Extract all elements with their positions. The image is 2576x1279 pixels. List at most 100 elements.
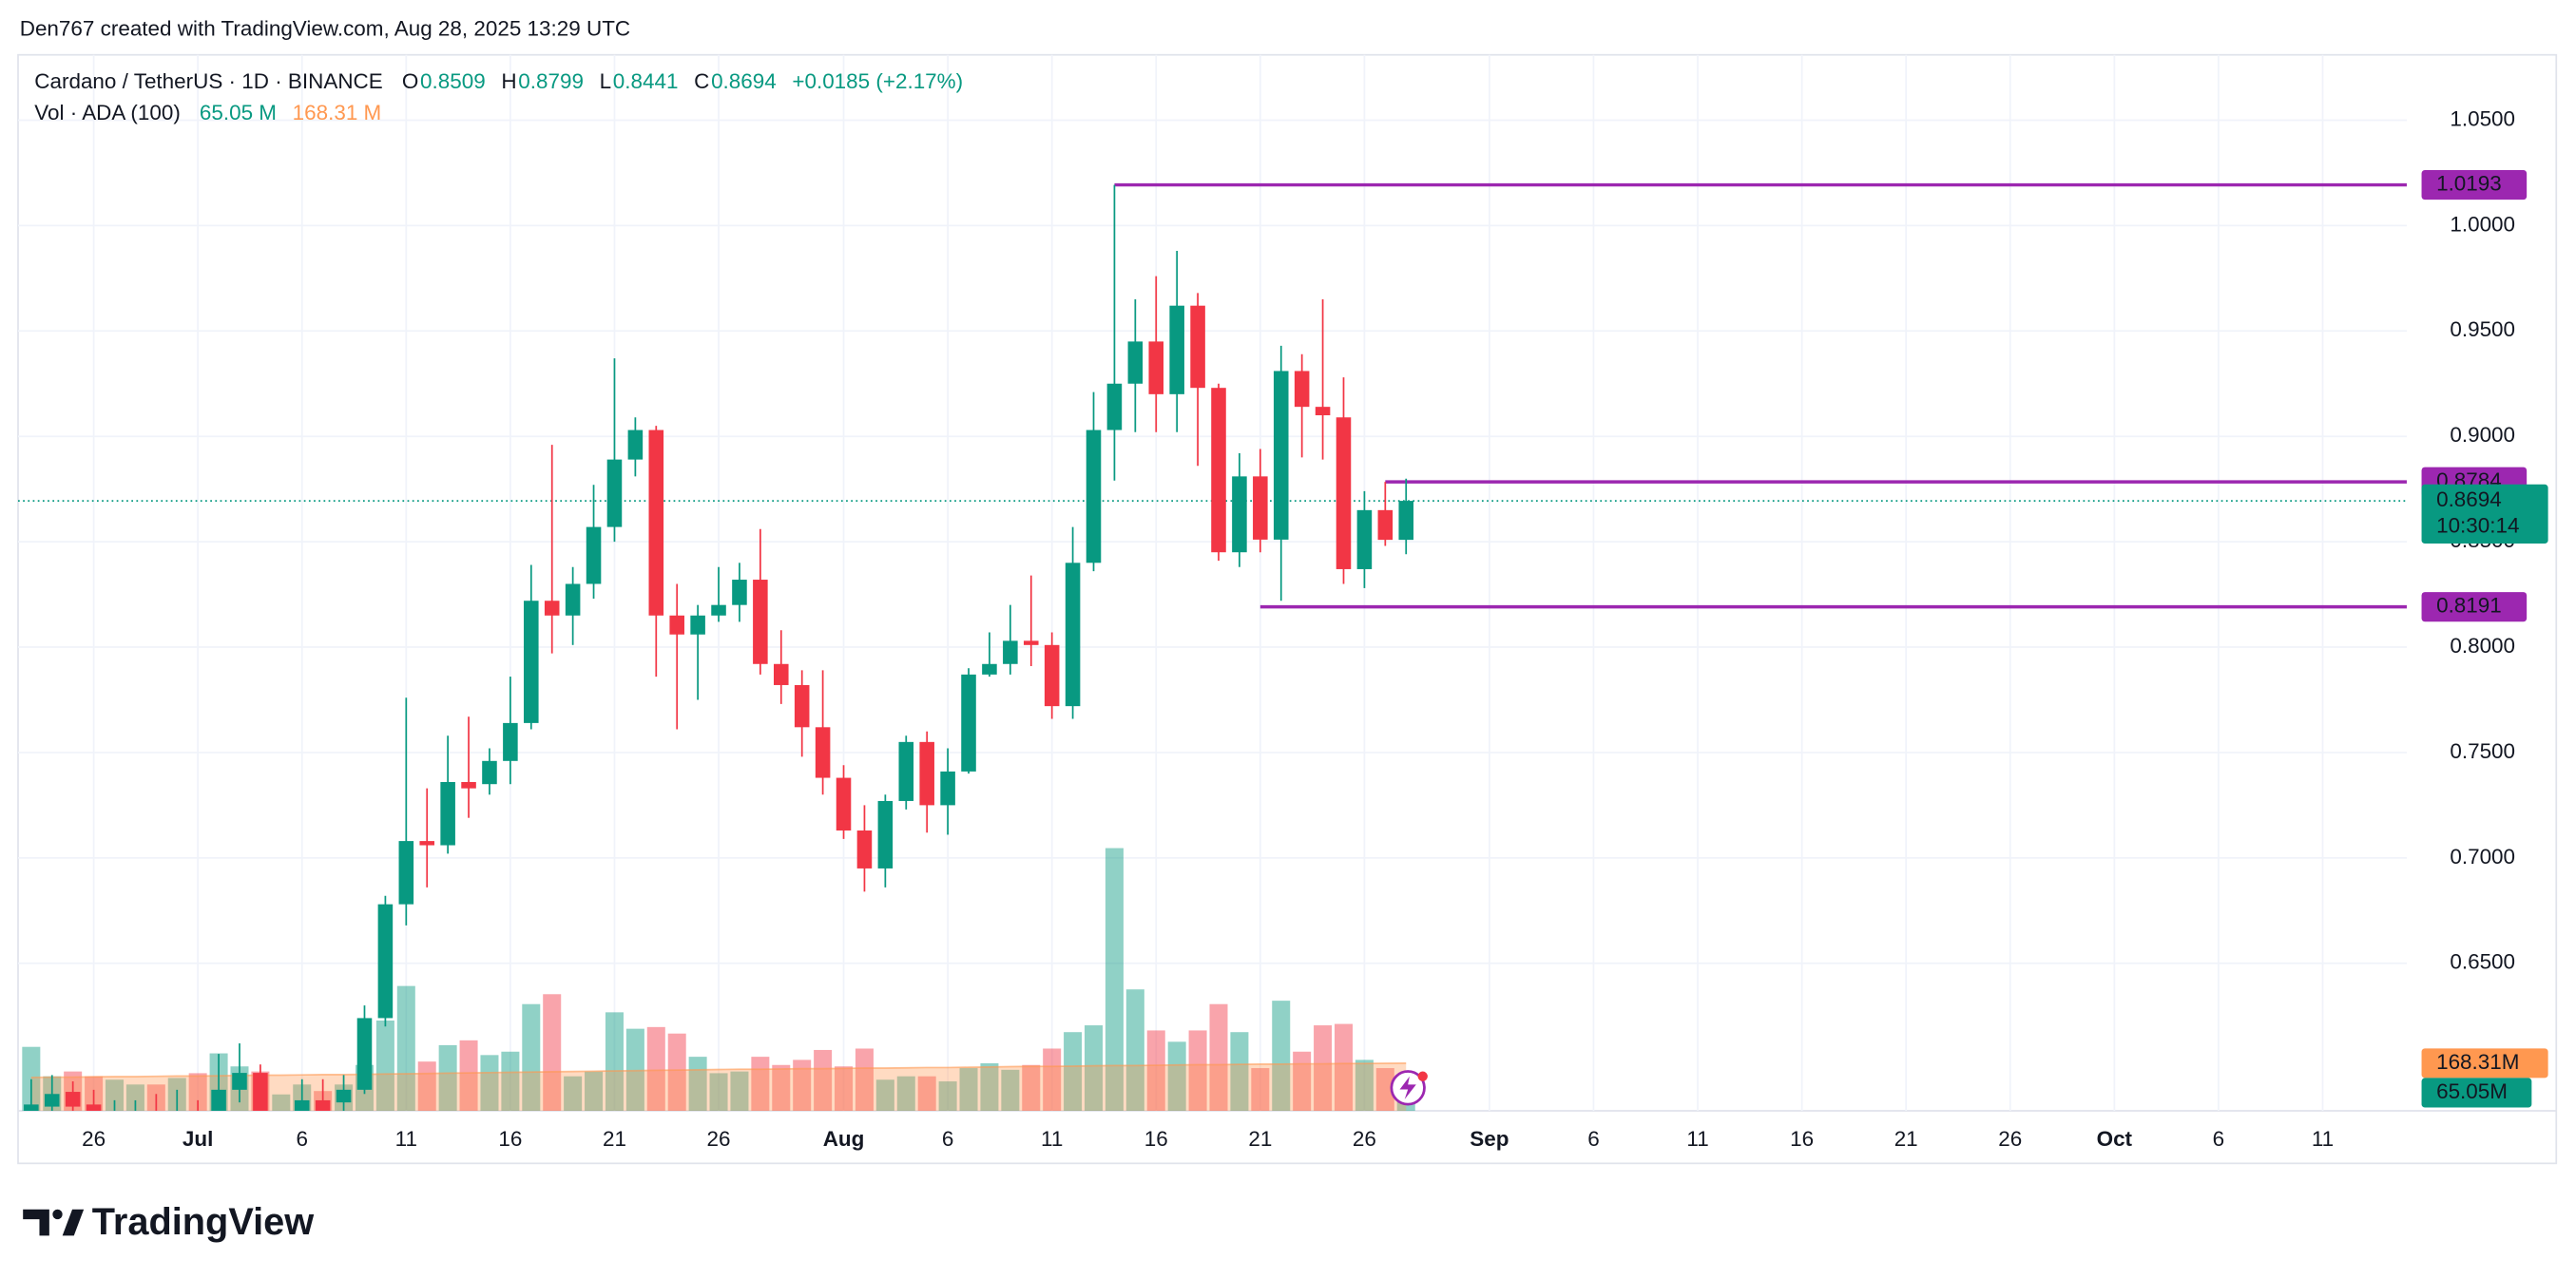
volume-ma-value: 168.31 M: [293, 101, 382, 124]
x-tick-label: 16: [1790, 1127, 1814, 1151]
volume-bar: [625, 1028, 644, 1112]
x-tick-label: 11: [1041, 1127, 1063, 1151]
candle-body: [1023, 640, 1039, 645]
candle-body: [919, 741, 934, 806]
candle-body: [1294, 371, 1310, 408]
volume-bar: [22, 1046, 41, 1112]
candle-body: [232, 1073, 247, 1090]
volume-bar: [1084, 1025, 1104, 1112]
candle-body: [482, 760, 497, 785]
candle-body: [1086, 430, 1102, 563]
volume-bar: [835, 1066, 854, 1112]
volume-bar: [980, 1062, 999, 1112]
volume-bar: [709, 1073, 728, 1112]
candle-body: [794, 684, 810, 728]
grid: [18, 54, 2407, 1112]
candle-body: [711, 604, 726, 616]
volume-bar: [1355, 1059, 1374, 1112]
candle-body: [44, 1094, 60, 1107]
volume-bar: [1251, 1068, 1270, 1112]
volume-bar: [522, 1003, 541, 1112]
volume-bar: [438, 1044, 457, 1112]
volume-bar: [1375, 1068, 1394, 1112]
volume-bar: [105, 1079, 125, 1112]
y-tick-label: 0.6500: [2450, 950, 2515, 974]
level-label: 1.0193: [2436, 172, 2502, 196]
symbol-title: Cardano / TetherUS · 1D · BINANCE: [34, 69, 382, 93]
volume-bar: [917, 1076, 936, 1112]
volume-bar: [772, 1064, 791, 1112]
volume-label-box: [2421, 1078, 2532, 1108]
volume-bar: [1146, 1030, 1165, 1112]
credit: Den767 created with TradingView.com, Aug…: [20, 17, 630, 41]
chart-frame: [17, 53, 2558, 1165]
volume-ma-label: 168.31M: [2436, 1050, 2519, 1074]
volume-legend: Vol · ADA (100) 65.05 M 168.31 M: [34, 101, 381, 124]
candle-body: [982, 663, 997, 675]
legend-row: Cardano / TetherUS · 1D · BINANCE O 0.850…: [34, 69, 963, 93]
volume-bar: [1064, 1032, 1083, 1112]
x-tick-label: 21: [603, 1127, 626, 1151]
candle-body: [898, 741, 914, 801]
candle-body: [732, 580, 747, 605]
candle-body: [669, 615, 684, 635]
x-tick-label: 11: [395, 1127, 417, 1151]
volume-bar: [585, 1071, 604, 1112]
candle-body: [1253, 476, 1268, 540]
volume-bar: [730, 1071, 749, 1112]
volume-bar: [896, 1076, 915, 1112]
candle-body: [753, 580, 768, 664]
legend-c: C: [694, 69, 709, 93]
volume-bar: [1230, 1032, 1249, 1112]
candle-body: [1336, 417, 1352, 569]
volume-bar: [1314, 1025, 1333, 1112]
volume-bar: [564, 1076, 583, 1112]
volume-bar: [1188, 1030, 1207, 1112]
volume-value: 65.05 M: [200, 101, 277, 124]
candle-body: [440, 781, 455, 846]
volume-bar: [1293, 1051, 1312, 1112]
x-tick-label: 26: [707, 1127, 731, 1151]
level-label-box: [2421, 592, 2528, 622]
volume-bar: [1105, 848, 1124, 1112]
volume-label: 65.05M: [2436, 1079, 2508, 1103]
volume-ma-label-box: [2421, 1048, 2548, 1079]
candle-body: [648, 430, 664, 616]
candle-body: [815, 727, 831, 778]
candle-body: [336, 1089, 352, 1103]
candle-body: [627, 430, 644, 460]
legend-o: O: [402, 69, 418, 93]
x-tick-label: Oct: [2097, 1127, 2133, 1151]
volume-bar: [480, 1055, 499, 1112]
x-tick-label: 26: [82, 1127, 106, 1151]
candle-body: [24, 1104, 39, 1112]
candle-body: [606, 459, 623, 527]
candle-body: [294, 1099, 310, 1112]
x-tick-label: 26: [1353, 1127, 1376, 1151]
volume-bar: [1125, 989, 1144, 1112]
volume-bar: [1209, 1003, 1228, 1112]
last-price-label: 0.8694: [2436, 487, 2502, 511]
legend-change: +0.0185 (+2.17%): [792, 69, 963, 93]
candle-body: [419, 841, 435, 846]
x-tick-label: 6: [2213, 1127, 2225, 1151]
candle-body: [1273, 371, 1289, 540]
candle-body: [565, 583, 581, 616]
candle-body: [1377, 509, 1394, 541]
x-tick-label: 6: [296, 1127, 308, 1151]
x-tick-label: 26: [1998, 1127, 2022, 1151]
logo: TradingView: [23, 1201, 314, 1243]
volume-bar: [875, 1079, 894, 1112]
logo-text: TradingView: [92, 1201, 314, 1243]
x-tick-label: 6: [1587, 1127, 1600, 1151]
volume-bar: [814, 1049, 833, 1112]
candle-body: [774, 663, 789, 685]
level-label: 0.8191: [2436, 594, 2502, 618]
x-tick-label: 6: [942, 1127, 954, 1151]
volume-bar: [375, 1020, 394, 1112]
candle-body: [86, 1104, 102, 1112]
y-tick-label: 1.0500: [2450, 106, 2515, 130]
volume-bar: [1272, 1001, 1291, 1112]
candle-body: [1148, 341, 1164, 394]
volume-bar: [1167, 1041, 1186, 1112]
